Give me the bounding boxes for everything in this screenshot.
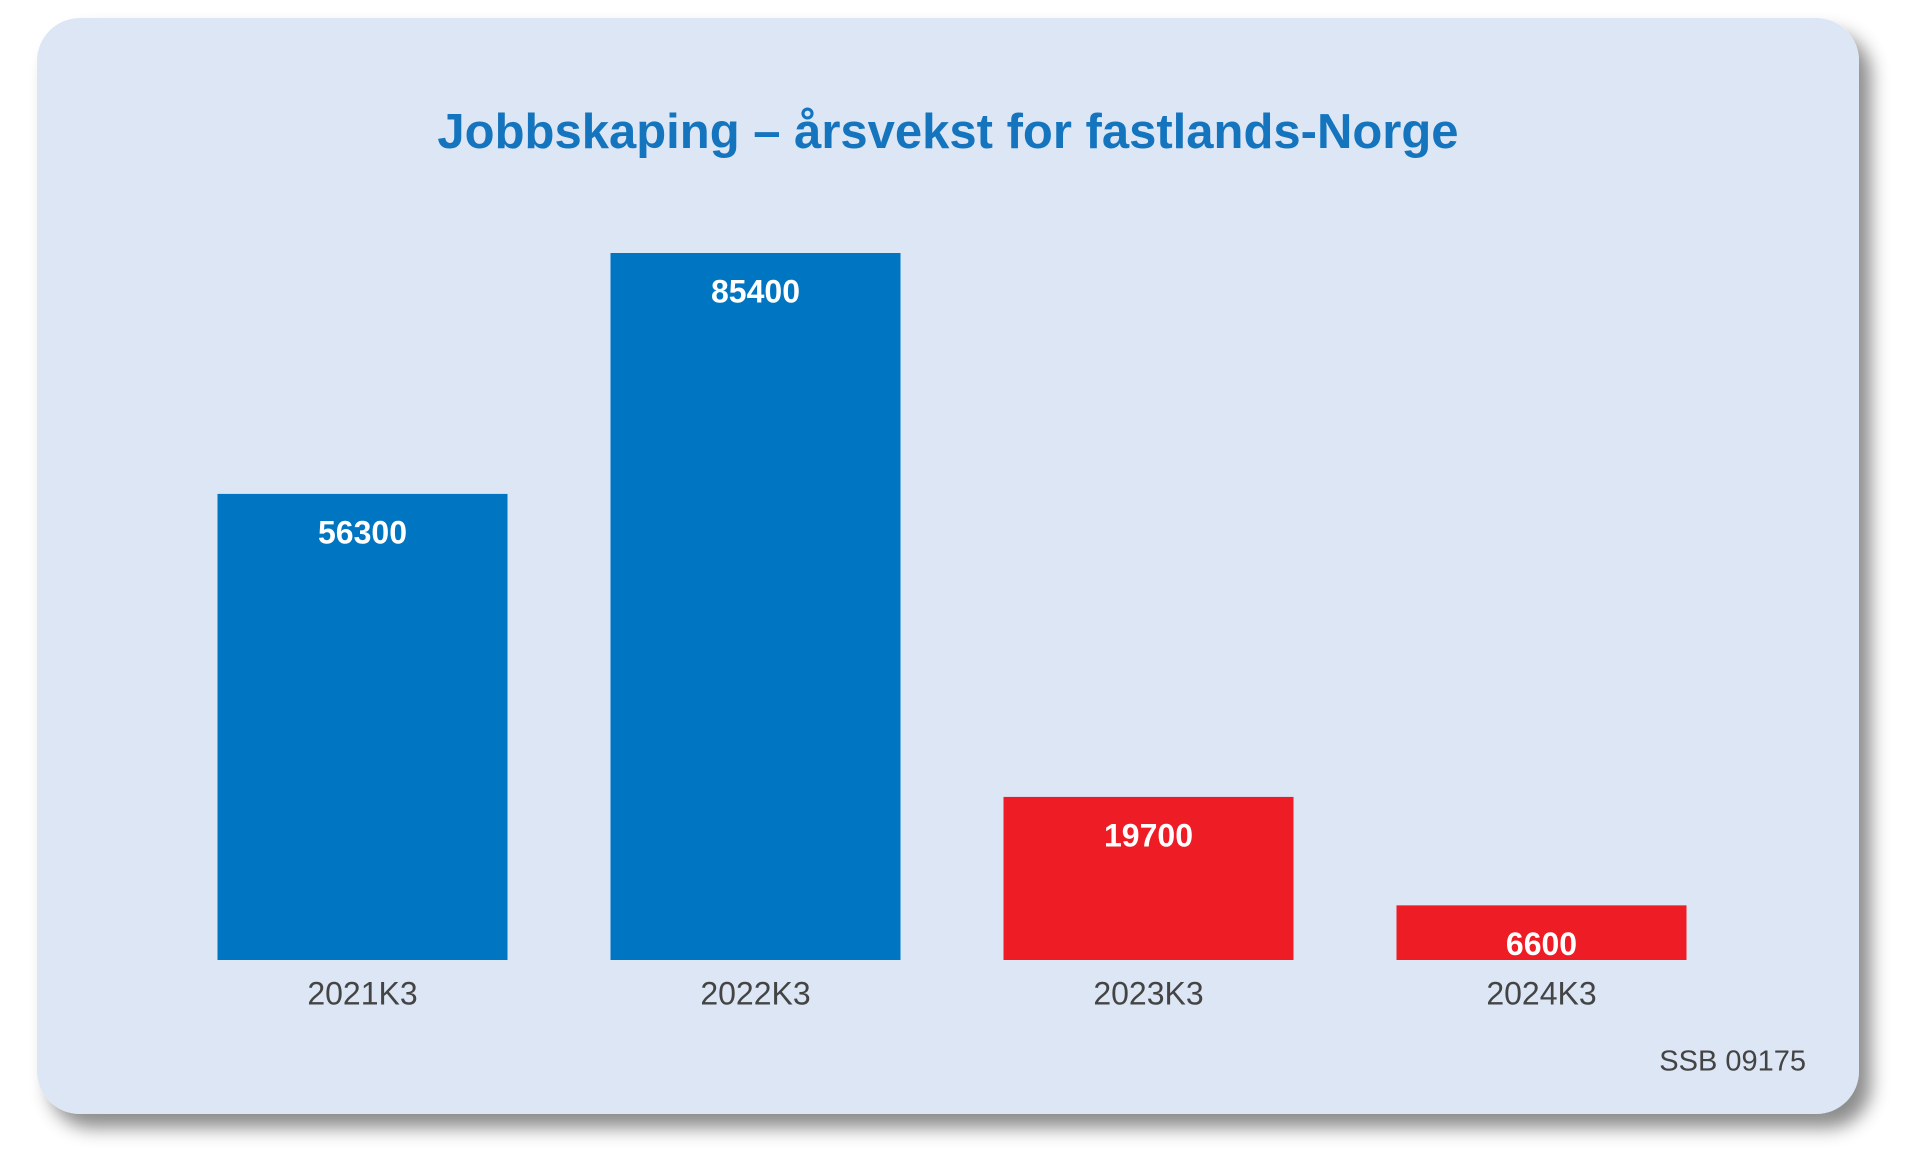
x-tick-label: 2024K3 xyxy=(1486,975,1596,1011)
x-tick-label: 2023K3 xyxy=(1093,975,1203,1011)
x-tick-label: 2021K3 xyxy=(307,975,417,1011)
x-tick-label: 2022K3 xyxy=(700,975,810,1011)
chart-title: Jobbskaping – årsvekst for fastlands-Nor… xyxy=(437,105,1458,159)
bar xyxy=(217,493,508,960)
bar xyxy=(1003,796,1294,960)
value-label: 6600 xyxy=(1506,926,1577,962)
bar xyxy=(1396,905,1687,960)
value-label: 85400 xyxy=(711,273,800,309)
source: SSB 09175 xyxy=(1659,1046,1806,1078)
value-label: 56300 xyxy=(318,514,407,550)
bar xyxy=(610,253,901,960)
value-label: 19700 xyxy=(1104,817,1193,853)
